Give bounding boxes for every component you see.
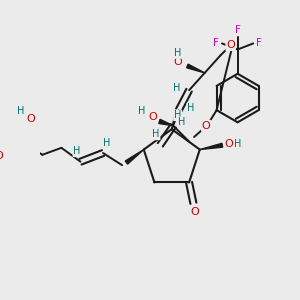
Text: O: O <box>226 40 235 50</box>
Text: H: H <box>174 110 181 120</box>
Text: H: H <box>152 129 160 140</box>
Text: O: O <box>225 140 234 149</box>
Text: O: O <box>0 152 3 161</box>
Text: H: H <box>187 103 194 113</box>
Text: H: H <box>17 106 24 116</box>
Text: H: H <box>74 146 81 156</box>
Text: F: F <box>256 38 262 48</box>
Polygon shape <box>200 143 223 150</box>
Text: O: O <box>202 121 211 131</box>
Text: O: O <box>26 114 34 124</box>
Text: H: H <box>234 140 242 149</box>
Text: O: O <box>173 57 182 67</box>
Text: F: F <box>213 38 219 48</box>
Polygon shape <box>172 111 178 129</box>
Text: H: H <box>174 48 182 58</box>
Polygon shape <box>187 64 205 73</box>
Text: O: O <box>191 207 200 217</box>
Text: F: F <box>235 26 241 35</box>
Text: H: H <box>173 83 181 94</box>
Text: H: H <box>103 138 110 148</box>
Text: O: O <box>148 112 157 122</box>
Text: H: H <box>138 106 146 116</box>
Text: H: H <box>178 117 186 127</box>
Polygon shape <box>125 150 144 164</box>
Polygon shape <box>159 119 173 126</box>
